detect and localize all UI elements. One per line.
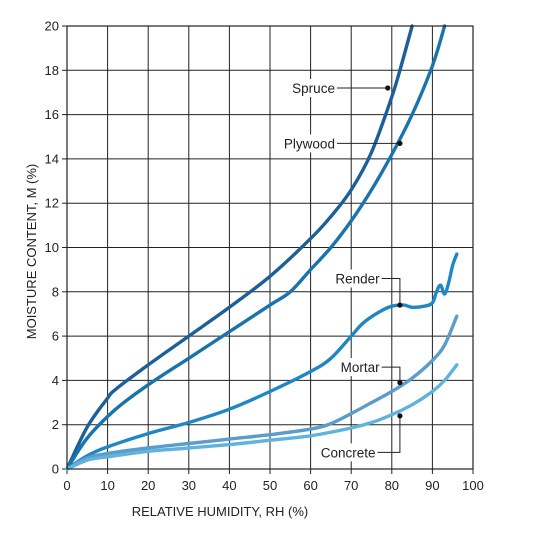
series-line-concrete	[65, 363, 459, 471]
leader-line-render	[381, 278, 401, 306]
series-label-plywood: Plywood	[284, 136, 335, 151]
x-tick-label: 50	[263, 478, 277, 493]
series-label-bg	[332, 269, 383, 288]
series-label-mortar: Mortar	[341, 360, 381, 375]
leader-line-concrete	[377, 415, 401, 453]
y-tick-label: 2	[52, 417, 59, 432]
series-line-plywood	[65, 24, 447, 471]
series-line-render	[65, 252, 459, 471]
series-label-bg	[337, 358, 383, 377]
series-label-group-spruce: Spruce	[289, 79, 391, 98]
x-tick-label: 20	[141, 478, 155, 493]
x-tick-label: 40	[222, 478, 236, 493]
x-tick-label: 100	[462, 478, 484, 493]
y-tick-label: 10	[45, 240, 59, 255]
series-label-bg	[317, 443, 379, 462]
series-label-group-plywood: Plywood	[280, 134, 403, 153]
x-axis-title: RELATIVE HUMIDITY, RH (%)	[132, 504, 308, 519]
label-marker-mortar	[397, 380, 403, 386]
series-label-bg	[289, 79, 338, 98]
series-label-spruce: Spruce	[292, 81, 335, 96]
y-tick-label: 8	[52, 284, 59, 299]
series-labels: Spruce Plywood Render Mortar Concrete	[280, 79, 403, 462]
label-marker-render	[397, 302, 403, 308]
x-tick-label: 10	[100, 478, 114, 493]
grid	[62, 25, 474, 474]
x-tick-label: 0	[63, 478, 70, 493]
x-tick-label: 70	[344, 478, 358, 493]
y-tick-label: 18	[45, 63, 59, 78]
y-tick-label: 14	[45, 151, 59, 166]
x-tick-label: 80	[385, 478, 399, 493]
series-label-group-concrete: Concrete	[317, 413, 403, 462]
series-label-render: Render	[335, 272, 380, 287]
y-tick-label: 16	[45, 107, 59, 122]
tick-labels: 0 10 20 30 40 50 60 70 80 90 100 0 2 4 6 8 10 12 14 16 18 20	[45, 19, 484, 494]
x-tick-label: 30	[182, 478, 196, 493]
x-tick-label: 60	[303, 478, 317, 493]
y-tick-label: 4	[52, 373, 59, 388]
y-tick-label: 6	[52, 329, 59, 344]
label-marker-plywood	[397, 140, 403, 146]
x-tick-label: 90	[425, 478, 439, 493]
label-marker-spruce	[385, 85, 391, 91]
label-marker-concrete	[397, 413, 403, 419]
series-label-group-render: Render	[332, 269, 403, 308]
y-tick-label: 0	[52, 462, 59, 477]
series-curves	[65, 24, 459, 471]
plot-frame	[66, 25, 474, 470]
series-line-mortar	[65, 314, 459, 471]
y-tick-label: 12	[45, 196, 59, 211]
series-line-spruce	[65, 24, 414, 471]
series-label-concrete: Concrete	[321, 445, 376, 460]
series-label-group-mortar: Mortar	[337, 358, 403, 386]
y-tick-label: 20	[45, 19, 59, 34]
y-axis-title: MOISTURE CONTENT, M (%)	[24, 164, 39, 340]
leader-line-mortar	[381, 366, 401, 383]
series-label-bg	[280, 134, 338, 153]
